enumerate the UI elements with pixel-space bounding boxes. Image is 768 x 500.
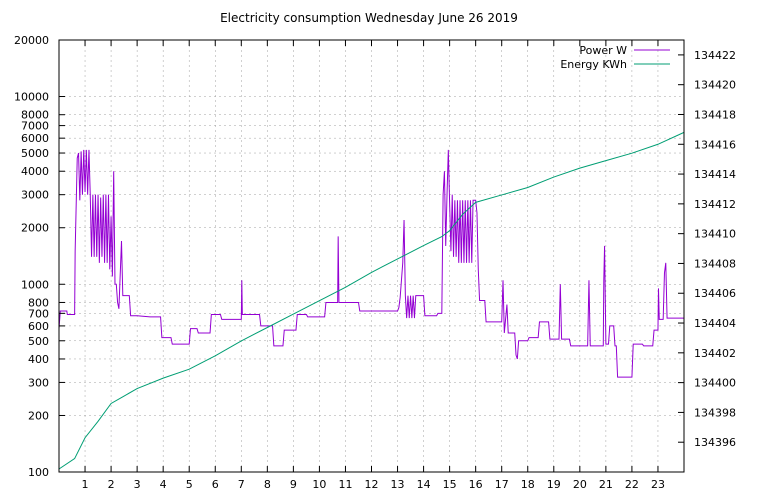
- x-tick-label: 18: [521, 478, 535, 491]
- y-left-tick-label: 10000: [14, 91, 49, 104]
- y-right-tick-label: 134418: [694, 108, 736, 121]
- energy-series-line: [58, 131, 685, 470]
- y-right-tick-label: 134400: [694, 377, 736, 390]
- x-tick-label: 23: [651, 478, 665, 491]
- y-right-tick-label: 134408: [694, 257, 736, 270]
- y-left-tick-label: 500: [28, 335, 49, 348]
- y-right-tick-label: 134404: [694, 317, 736, 330]
- x-tick-label: 11: [338, 478, 352, 491]
- y-right-tick-label: 134402: [694, 347, 736, 360]
- y-right-tick-label: 134416: [694, 138, 736, 151]
- plot-area: [58, 131, 685, 470]
- x-tick-label: 15: [443, 478, 457, 491]
- x-tick-label: 19: [547, 478, 561, 491]
- y-right-tick-label: 134396: [694, 436, 736, 449]
- y-right-tick-label: 134398: [694, 406, 736, 419]
- x-tick-label: 17: [495, 478, 509, 491]
- y-right-tick-label: 134414: [694, 168, 736, 181]
- x-tick-label: 10: [312, 478, 326, 491]
- x-tick-label: 1: [82, 478, 89, 491]
- y-left-tick-label: 7000: [21, 120, 49, 133]
- y-left-tick-label: 100: [28, 466, 49, 479]
- y-right-tick-label: 134406: [694, 287, 736, 300]
- y-left-tick-label: 20000: [14, 34, 49, 47]
- x-tick-label: 13: [391, 478, 405, 491]
- y-left-tick-label: 600: [28, 320, 49, 333]
- x-tick-label: 6: [212, 478, 219, 491]
- x-tick-label: 9: [290, 478, 297, 491]
- x-tick-label: 2: [108, 478, 115, 491]
- axes: 1 2 3 4 5 6 7 8 9 10 11 12 13 14 15 16 17 18 19 20 21 22 23100…: [14, 34, 736, 491]
- y-left-tick-label: 6000: [21, 132, 49, 145]
- y-left-tick-label: 3000: [21, 189, 49, 202]
- x-tick-label: 3: [134, 478, 141, 491]
- y-left-tick-label: 2000: [21, 222, 49, 235]
- chart-title: Electricity consumption Wednesday June 2…: [220, 11, 518, 25]
- y-left-tick-label: 200: [28, 409, 49, 422]
- legend-label-energy: Energy KWh: [560, 58, 627, 71]
- x-tick-label: 14: [417, 478, 431, 491]
- y-right-tick-label: 134412: [694, 198, 736, 211]
- y-left-tick-label: 800: [28, 296, 49, 309]
- x-tick-label: 8: [264, 478, 271, 491]
- x-tick-label: 16: [469, 478, 483, 491]
- y-left-tick-label: 1000: [21, 278, 49, 291]
- x-tick-label: 22: [625, 478, 639, 491]
- legend-label-power: Power W: [579, 44, 627, 57]
- x-tick-label: 5: [186, 478, 193, 491]
- y-left-tick-label: 300: [28, 376, 49, 389]
- y-left-tick-label: 400: [28, 353, 49, 366]
- y-left-tick-label: 700: [28, 307, 49, 320]
- y-right-tick-label: 134420: [694, 79, 736, 92]
- x-tick-label: 7: [238, 478, 245, 491]
- x-tick-label: 21: [599, 478, 613, 491]
- grid: [59, 39, 684, 473]
- y-left-tick-label: 5000: [21, 147, 49, 160]
- y-right-tick-label: 134410: [694, 228, 736, 241]
- power-series-line: [58, 149, 684, 378]
- legend: Power W Energy KWh: [560, 44, 670, 71]
- y-right-tick-label: 134422: [694, 49, 736, 62]
- x-tick-label: 4: [160, 478, 167, 491]
- y-left-tick-label: 4000: [21, 165, 49, 178]
- x-tick-label: 20: [573, 478, 587, 491]
- x-tick-label: 12: [365, 478, 379, 491]
- y-left-tick-label: 8000: [21, 109, 49, 122]
